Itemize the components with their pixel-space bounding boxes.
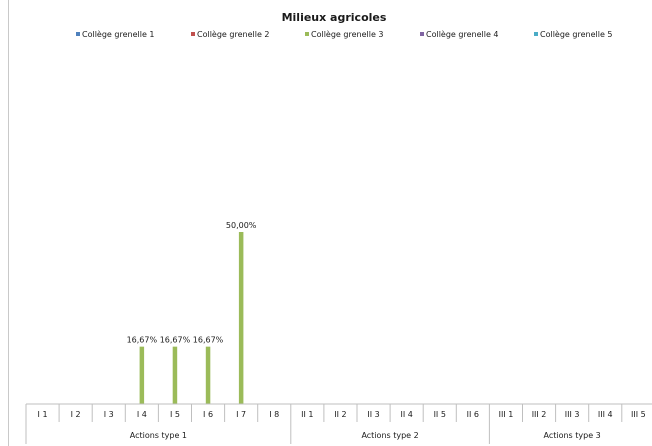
x-tick-label: I 4 [137, 410, 147, 419]
legend-label: Collège grenelle 5 [540, 29, 613, 39]
chart-title: Milieux agricoles [282, 11, 387, 24]
x-tick-label: III 4 [598, 410, 613, 419]
legend-swatch [534, 32, 538, 36]
group-label: Actions type 1 [130, 431, 187, 440]
x-tick-label: II 4 [400, 410, 412, 419]
legend-label: Collège grenelle 2 [197, 29, 270, 39]
legend-swatch [76, 32, 80, 36]
x-tick-label: I 6 [203, 410, 213, 419]
bar [205, 346, 211, 404]
legend-swatch [420, 32, 424, 36]
data-label: 16,67% [193, 336, 224, 345]
data-label: 16,67% [160, 336, 191, 345]
x-tick-label: III 2 [532, 410, 547, 419]
group-label: Actions type 2 [361, 431, 418, 440]
legend-item: Collège grenelle 5 [534, 29, 613, 39]
x-tick-label: II 1 [301, 410, 313, 419]
legend-swatch [191, 32, 195, 36]
legend-label: Collège grenelle 4 [426, 29, 499, 39]
legend-item: Collège grenelle 4 [420, 29, 499, 39]
bar [238, 232, 244, 404]
bar-group [139, 232, 244, 404]
legend-label: Collège grenelle 1 [82, 29, 155, 39]
legend-item: Collège grenelle 1 [76, 29, 155, 39]
x-tick-label: III 1 [499, 410, 514, 419]
x-tick-label: II 5 [434, 410, 446, 419]
data-label-group: 16,67% 16,67% 16,67%50,00% [127, 221, 257, 345]
legend-label: Collège grenelle 3 [311, 29, 384, 39]
legend-item: Collège grenelle 3 [305, 29, 384, 39]
x-tick-label: II 2 [334, 410, 346, 419]
data-label: 50,00% [226, 221, 257, 230]
x-tick-label: III 5 [631, 410, 646, 419]
data-label: 16,67% [127, 336, 158, 345]
legend-swatch [305, 32, 309, 36]
x-tick-label: I 5 [170, 410, 180, 419]
x-tick-label: II 3 [367, 410, 379, 419]
group-label: Actions type 3 [544, 431, 601, 440]
x-tick-label: III 3 [565, 410, 580, 419]
x-tick-label: II 6 [467, 410, 479, 419]
bar [172, 346, 178, 404]
x-tick-label: I 3 [104, 410, 114, 419]
panel-border [8, 0, 9, 446]
x-tick-label: I 2 [71, 410, 81, 419]
x-tick-label: I 1 [38, 410, 48, 419]
legend-item: Collège grenelle 2 [191, 29, 270, 39]
bar [139, 346, 145, 404]
x-tick-label: I 7 [236, 410, 246, 419]
x-axis: I 1 I 2 I 3 I 4 I 5 I 6 I 7 I 8 II 1 II 2 II 3 II 4… [25, 403, 652, 444]
x-tick-label: I 8 [269, 410, 279, 419]
chart-legend: Collège grenelle 1 Collège grenelle 2 Coll… [76, 29, 613, 39]
